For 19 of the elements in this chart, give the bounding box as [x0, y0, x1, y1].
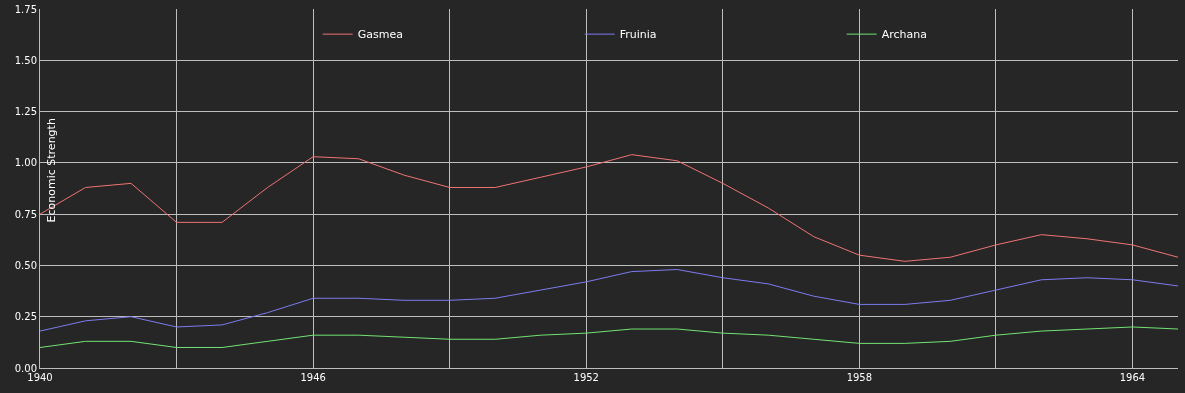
- legend-label: Gasmea: [357, 28, 403, 42]
- y-tick-label: 1.50: [14, 54, 37, 66]
- y-tick-label: 1.75: [14, 3, 37, 15]
- x-tick-label: 1952: [573, 372, 599, 383]
- line-series: [40, 269, 1178, 332]
- line-series: [40, 326, 1178, 348]
- y-tick-label: 0.50: [14, 259, 37, 271]
- legend-label: Fruinia: [619, 28, 657, 42]
- legend-label: Archana: [881, 28, 927, 42]
- x-tick-label: 1958: [846, 372, 873, 383]
- y-tick-label: 1.25: [14, 106, 37, 118]
- y-tick-label: 0.25: [14, 311, 37, 323]
- y-tick-label: 0.00: [14, 362, 37, 374]
- y-axis-title: Economic Strength: [45, 118, 59, 223]
- y-tick-label: 1.00: [14, 157, 37, 169]
- x-tick-label: 1946: [300, 372, 326, 383]
- x-tick-label: 1964: [1119, 372, 1146, 383]
- y-tick-label: 0.75: [14, 208, 37, 220]
- x-tick-label: 1940: [27, 372, 53, 383]
